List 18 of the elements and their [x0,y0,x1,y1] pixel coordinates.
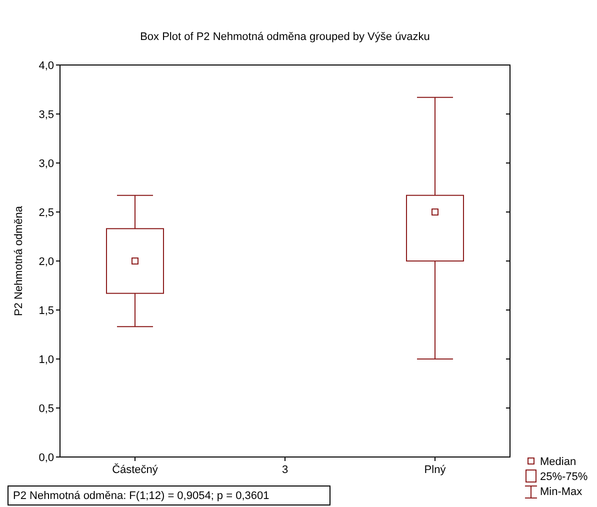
text: P2 Nehmotná odměna: F(1;12) = 0,9054; p = 0,3601 [13,490,270,502]
y-tick-label: 0,0 [38,452,54,464]
y-tick-label: 1,5 [38,304,54,317]
y-tick-label: 2,0 [38,256,54,268]
y-tick-label: 2,5 [38,206,54,219]
x-tick-label: 3 [282,464,288,476]
y-tick-label: 3,0 [38,158,54,170]
text: Min-Max [540,486,583,498]
chart-title: Box Plot of P2 Nehmotná odměna grouped by Výše úvazku [140,31,430,43]
x-tick-label: Plný [424,464,446,476]
y-axis-title: P2 Nehmotná odměna [13,205,25,316]
x-tick-label: Částečný [112,463,158,476]
y-tick-label: 1,0 [38,354,54,366]
text: Median [540,456,576,468]
y-tick-label: 3,5 [38,108,54,121]
y-tick-label: 0,5 [38,402,54,415]
y-tick-label: 4,0 [38,60,54,72]
text: 25%-75% [540,471,588,483]
